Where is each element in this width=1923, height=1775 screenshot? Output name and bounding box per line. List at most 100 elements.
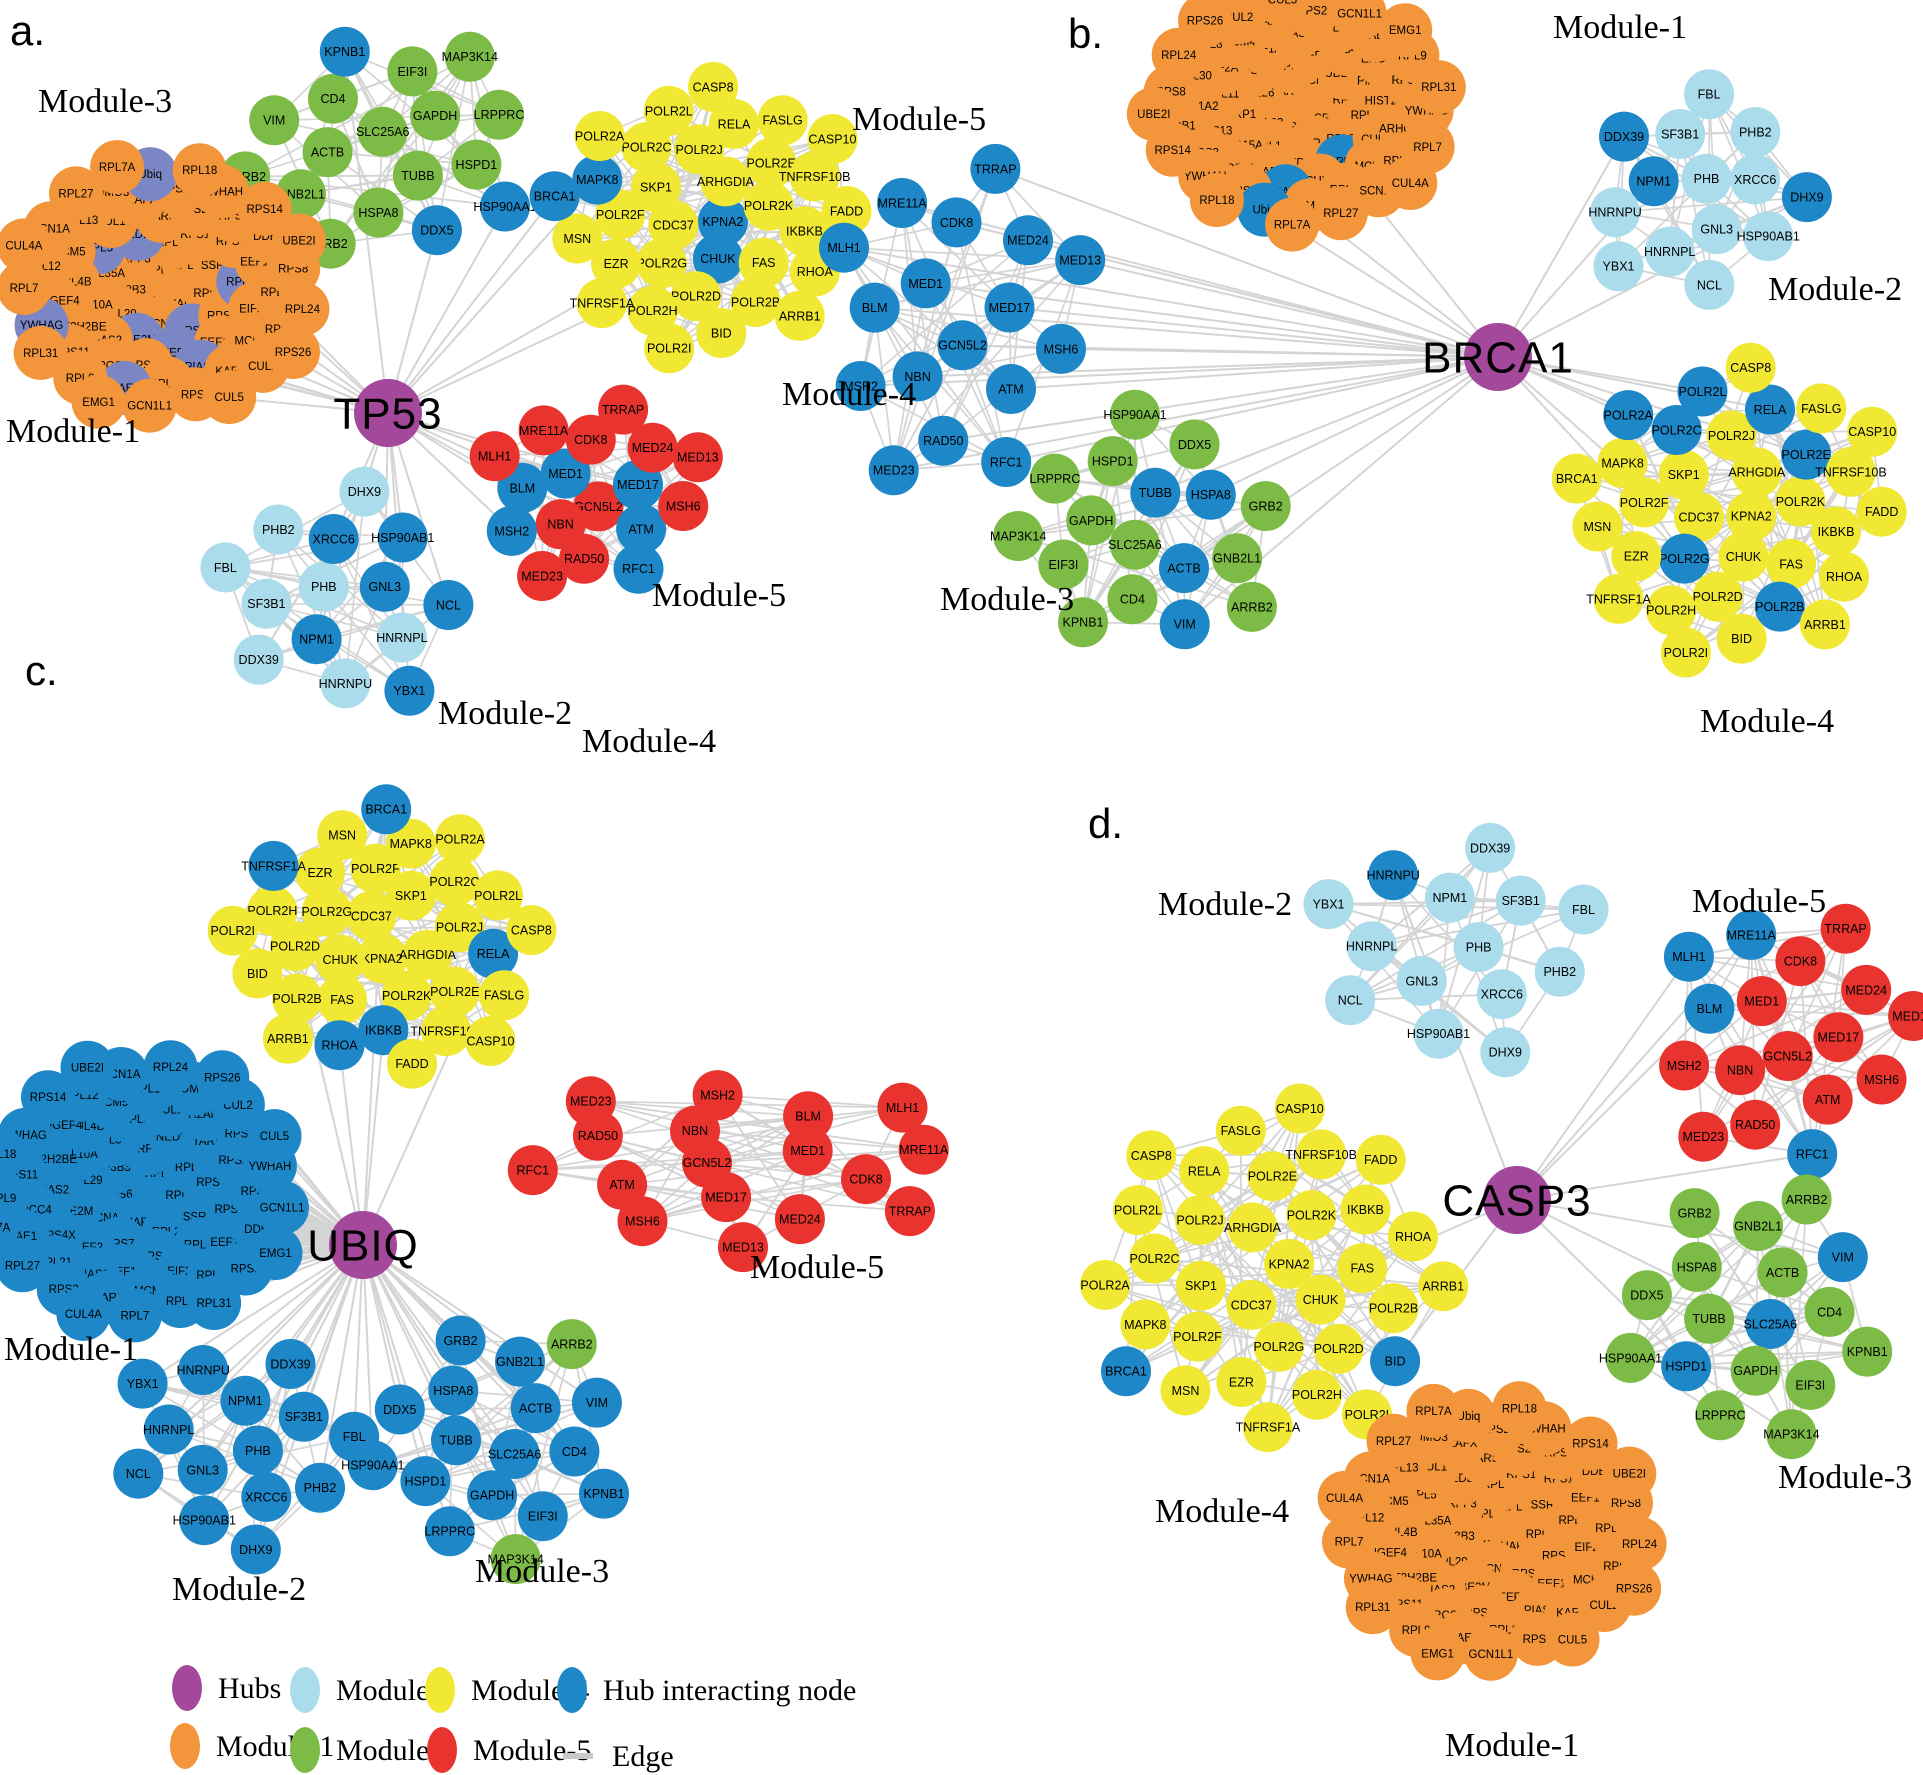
node-MED13[interactable] [1888,991,1923,1041]
node-RHOA[interactable] [314,1020,365,1071]
node-IKBKB[interactable] [358,1005,409,1056]
node-GNB2L1[interactable] [495,1336,545,1387]
node-BID[interactable] [232,948,283,999]
node-FADD[interactable] [821,186,872,236]
node-YBX1[interactable] [1303,879,1354,930]
node-TNFRSF1A[interactable] [248,840,299,891]
node-RELA[interactable] [1745,384,1795,435]
node-TRRAP[interactable] [970,143,1021,194]
node-ARRB2[interactable] [1781,1174,1832,1225]
node-CUL5[interactable] [1255,0,1310,27]
node-RPL31[interactable] [187,1276,242,1330]
node-SKP1[interactable] [631,162,681,213]
node-KPNB1[interactable] [1058,597,1108,648]
node-ACTB[interactable] [1159,543,1209,594]
node-ARRB2[interactable] [546,1319,597,1370]
node-POLR2C[interactable] [429,856,480,907]
node-MED13[interactable] [672,432,723,483]
node-GNL3[interactable] [359,561,410,612]
node-POLR2F[interactable] [350,843,401,894]
node-ATM[interactable] [1802,1074,1853,1125]
node-RPL7A[interactable] [0,1201,20,1255]
node-FAS[interactable] [1766,538,1817,589]
node-BLM[interactable] [849,282,900,333]
node-POLR2G[interactable] [1659,533,1710,584]
node-VIM[interactable] [1817,1232,1868,1283]
node-MSN[interactable] [317,810,368,861]
node-MED23[interactable] [1678,1111,1729,1162]
node-HSP90AB1[interactable] [179,1495,230,1546]
node-RPL24[interactable] [143,1040,198,1095]
node-CASP8[interactable] [1725,342,1776,393]
node-RPL7A[interactable] [90,140,145,195]
node-SF3B1[interactable] [1655,109,1706,159]
node-DDX5[interactable] [374,1384,425,1435]
node-DDX39[interactable] [1599,111,1649,162]
node-RHOA[interactable] [1819,551,1869,602]
node-FASLG[interactable] [757,95,808,146]
node-ATM[interactable] [986,364,1036,414]
node-POLR2I[interactable] [644,323,695,374]
node-POLR2C[interactable] [1651,405,1702,455]
node-HSPA8[interactable] [1185,469,1236,520]
node-POLR2H[interactable] [247,885,298,936]
node-RAD50[interactable] [559,533,610,584]
node-RFC1[interactable] [1787,1129,1838,1180]
node-LRPPRC[interactable] [424,1506,475,1557]
node-MED1[interactable] [1736,976,1787,1027]
node-FASLG[interactable] [1215,1105,1266,1156]
node-PHB[interactable] [1681,153,1732,204]
node-CHUK[interactable] [1295,1274,1346,1325]
node-KPNB1[interactable] [319,26,370,77]
node-CUL5[interactable] [202,370,257,425]
node-RFC1[interactable] [507,1145,558,1196]
node-MED23[interactable] [565,1076,616,1127]
node-PHB[interactable] [298,561,349,612]
node-CUL5[interactable] [247,1109,302,1164]
node-HSPA8[interactable] [1671,1241,1722,1292]
node-EMG1[interactable] [1378,3,1433,58]
node-YBX1[interactable] [1593,241,1644,292]
node-MLH1[interactable] [1663,931,1714,982]
node-CDK8[interactable] [931,197,982,248]
node-CDK8[interactable] [1775,936,1826,987]
node-POLR2F[interactable] [1172,1311,1223,1362]
node-DDX39[interactable] [265,1339,316,1389]
node-GCN1L1[interactable] [122,378,177,433]
node-FAS[interactable] [317,974,368,1025]
node-EZR[interactable] [1216,1357,1267,1407]
node-BID[interactable] [1716,613,1767,664]
node-TUBB[interactable] [1684,1293,1735,1344]
node-BID[interactable] [1370,1336,1421,1387]
node-POLR2L[interactable] [643,85,694,136]
node-NCL[interactable] [1325,975,1376,1026]
node-BID[interactable] [696,308,747,358]
node-POLR2A[interactable] [435,814,485,865]
node-SLC25A6[interactable] [489,1429,540,1479]
node-SKP1[interactable] [1658,449,1709,500]
node-MED13[interactable] [1055,235,1106,286]
node-CDC37[interactable] [346,891,397,941]
node-GRB2[interactable] [1669,1188,1720,1239]
node-HSPD1[interactable] [451,139,502,190]
node-HNRNPL[interactable] [1644,226,1695,277]
node-PHB2[interactable] [1534,946,1585,997]
node-FADD[interactable] [387,1038,437,1089]
node-SLC25A6[interactable] [1109,519,1160,570]
node-TNFRSF10B[interactable] [1296,1129,1347,1180]
node-RPL27[interactable] [1313,186,1368,241]
node-KPNB1[interactable] [1842,1326,1893,1377]
node-ATM[interactable] [616,504,667,554]
node-TNFRSF10B[interactable] [1825,446,1876,497]
node-HSP90AA1[interactable] [1110,389,1160,440]
node-TUBB[interactable] [392,150,443,201]
node-RPL31[interactable] [1411,60,1466,115]
node-MLH1[interactable] [877,1082,928,1133]
node-RPL7[interactable] [107,1288,162,1343]
node-RPL31[interactable] [13,325,68,380]
node-MSN[interactable] [1160,1365,1211,1416]
node-FBL[interactable] [1558,884,1609,935]
node-HSP90AB1[interactable] [1413,1008,1464,1059]
node-XRCC6[interactable] [241,1471,292,1522]
node-KPNA2[interactable] [1264,1238,1315,1289]
